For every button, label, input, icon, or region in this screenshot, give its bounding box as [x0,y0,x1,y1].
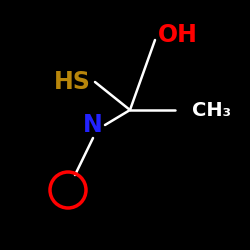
Text: HS: HS [54,70,90,94]
Text: CH₃: CH₃ [192,100,231,119]
Text: OH: OH [158,23,198,47]
Text: N: N [83,113,103,137]
